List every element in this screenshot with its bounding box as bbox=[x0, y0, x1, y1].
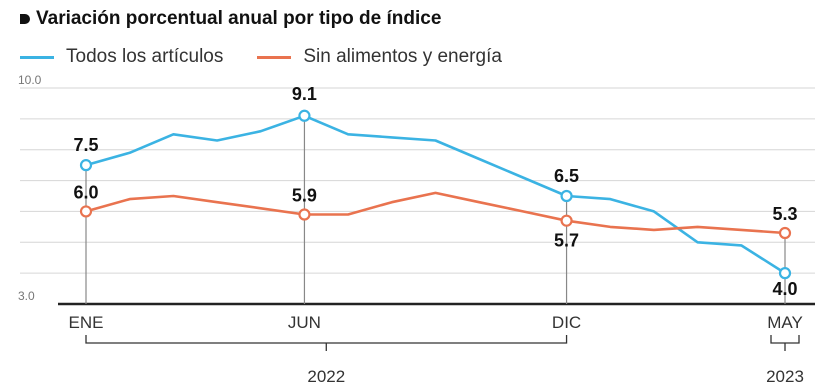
data-point-marker bbox=[79, 205, 93, 218]
series-line-0 bbox=[85, 114, 786, 275]
legend-label-todos: Todos los artículos bbox=[66, 46, 224, 67]
data-label: 6.5 bbox=[554, 166, 579, 186]
legend-swatch-todos bbox=[20, 55, 54, 59]
x-tick-label: MAY bbox=[767, 313, 803, 332]
year-label: 2022 bbox=[307, 367, 345, 386]
x-tick-label: JUN bbox=[288, 313, 321, 332]
data-point-marker bbox=[79, 159, 93, 172]
series-line-1 bbox=[85, 191, 786, 235]
legend-item-todos: Todos los artículos bbox=[20, 46, 223, 68]
data-point-marker bbox=[298, 208, 311, 221]
data-point-marker bbox=[778, 226, 792, 240]
data-point-marker bbox=[298, 109, 311, 122]
x-tick-label: ENE bbox=[69, 313, 104, 332]
chart-legend: Todos los artículos Sin alimentos y ener… bbox=[20, 46, 536, 68]
y-tick-label: 3.0 bbox=[18, 289, 35, 303]
data-label: 7.5 bbox=[73, 135, 98, 155]
data-label: 5.7 bbox=[554, 231, 579, 251]
data-label: 4.0 bbox=[772, 279, 797, 299]
data-label: 5.3 bbox=[772, 204, 797, 224]
data-point-marker bbox=[778, 267, 792, 280]
title-bullet-icon bbox=[20, 14, 30, 24]
year-bracket bbox=[85, 335, 568, 344]
data-point-marker bbox=[560, 189, 573, 203]
x-tick-label: DIC bbox=[552, 313, 581, 332]
y-tick-label: 10.0 bbox=[18, 73, 42, 87]
year-label: 2023 bbox=[766, 367, 804, 386]
data-label: 5.9 bbox=[292, 186, 317, 206]
chart-title: Variación porcentual anual por tipo de í… bbox=[20, 8, 441, 30]
data-label: 6.0 bbox=[73, 182, 98, 202]
legend-swatch-sin bbox=[257, 55, 292, 59]
data-point-marker bbox=[560, 214, 573, 227]
legend-item-sin: Sin alimentos y energía bbox=[257, 46, 502, 68]
year-bracket bbox=[770, 335, 800, 344]
legend-label-sin: Sin alimentos y energía bbox=[303, 46, 502, 67]
data-label: 9.1 bbox=[292, 84, 317, 104]
chart-title-text: Variación porcentual anual por tipo de í… bbox=[36, 8, 442, 29]
